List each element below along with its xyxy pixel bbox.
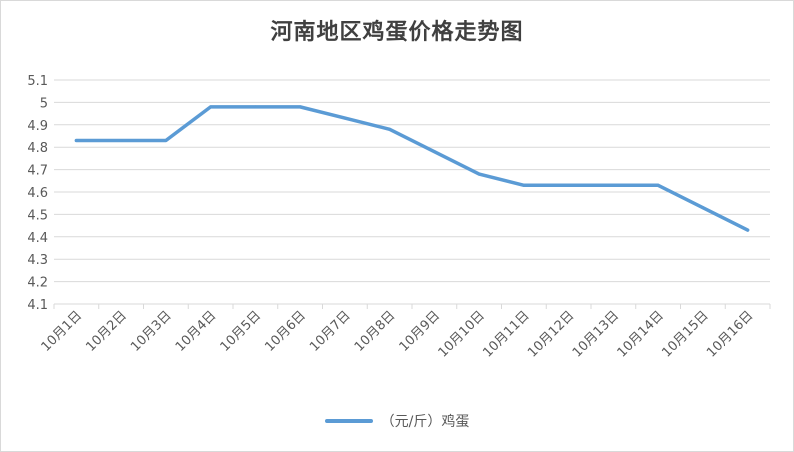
data-point <box>343 116 347 120</box>
y-tick-label: 4.7 <box>27 164 48 179</box>
data-point <box>477 172 481 176</box>
x-tick-label: 10月11日 <box>480 308 532 360</box>
data-point <box>522 183 526 187</box>
x-tick-label: 10月13日 <box>570 308 622 360</box>
x-tick-label: 10月8日 <box>352 308 399 355</box>
data-point <box>119 138 123 142</box>
legend-swatch <box>324 419 373 423</box>
y-tick-label: 4.6 <box>27 186 48 201</box>
data-point <box>298 105 302 109</box>
x-tick-label: 10月6日 <box>262 308 309 355</box>
y-tick-label: 4.1 <box>27 298 48 313</box>
data-point <box>388 127 392 131</box>
data-point <box>567 183 571 187</box>
y-tick-label: 4.3 <box>27 253 48 268</box>
data-point <box>656 183 660 187</box>
data-point <box>209 105 213 109</box>
data-point <box>432 150 436 154</box>
x-tick-label: 10月3日 <box>128 308 175 355</box>
x-tick-label: 10月16日 <box>704 308 756 360</box>
x-tick-label: 10月7日 <box>307 308 354 355</box>
data-point <box>611 183 615 187</box>
data-point <box>746 228 750 232</box>
data-point <box>701 206 705 210</box>
x-tick-label: 10月2日 <box>83 308 130 355</box>
series-line <box>74 105 750 232</box>
legend-label: （元/斤）鸡蛋 <box>380 414 470 430</box>
x-tick-label: 10月14日 <box>615 308 667 360</box>
x-axis-ticks: 10月1日10月2日10月3日10月4日10月5日10月6日10月7日10月8日… <box>39 304 771 361</box>
x-tick-label: 10月9日 <box>397 308 444 355</box>
y-tick-label: 4.9 <box>27 119 48 134</box>
y-axis-ticks: 4.1 4.2 4.3 4.4 4.5 4.6 4.7 4.8 4.9 5 5.1 <box>27 74 48 313</box>
x-tick-label: 10月10日 <box>436 308 488 360</box>
y-tick-label: 4.4 <box>27 231 48 246</box>
x-tick-label: 10月1日 <box>39 308 86 355</box>
x-tick-label: 10月12日 <box>525 308 577 360</box>
y-tick-label: 4.2 <box>27 276 48 291</box>
series-group <box>74 105 750 232</box>
chart-title: 河南地区鸡蛋价格走势图 <box>270 19 524 45</box>
data-point <box>74 138 78 142</box>
x-tick-label: 10月15日 <box>659 308 711 360</box>
data-point <box>253 105 257 109</box>
data-point <box>164 138 168 142</box>
y-tick-label: 5 <box>40 96 48 111</box>
y-tick-label: 4.8 <box>27 141 48 156</box>
x-tick-label: 10月4日 <box>173 308 220 355</box>
legend: （元/斤）鸡蛋 <box>0 408 794 434</box>
x-tick-label: 10月5日 <box>218 308 265 355</box>
y-tick-label: 5.1 <box>27 74 48 89</box>
grid-lines <box>54 79 770 305</box>
y-tick-label: 4.5 <box>27 208 48 223</box>
